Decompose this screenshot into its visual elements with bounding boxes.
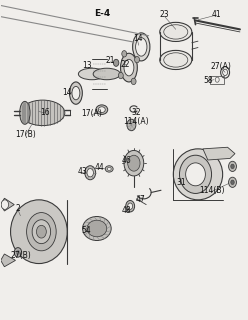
Circle shape <box>16 250 20 255</box>
Circle shape <box>85 166 96 180</box>
Text: 46: 46 <box>122 156 131 165</box>
Text: 58: 58 <box>203 76 213 85</box>
Ellipse shape <box>124 59 134 76</box>
Text: 16: 16 <box>40 108 50 117</box>
Text: 17(A): 17(A) <box>82 109 102 118</box>
Ellipse shape <box>105 166 113 172</box>
Ellipse shape <box>11 200 67 264</box>
Ellipse shape <box>107 167 111 171</box>
Text: 23: 23 <box>160 10 169 19</box>
Ellipse shape <box>69 82 82 104</box>
Text: 41: 41 <box>212 10 221 19</box>
Circle shape <box>135 56 140 63</box>
Ellipse shape <box>27 212 56 251</box>
Bar <box>210 76 224 84</box>
Text: 47: 47 <box>135 195 145 204</box>
Circle shape <box>231 180 234 185</box>
Polygon shape <box>1 198 14 211</box>
Circle shape <box>113 59 119 66</box>
Polygon shape <box>1 254 15 267</box>
Ellipse shape <box>36 225 46 238</box>
Text: 48: 48 <box>122 206 131 215</box>
Circle shape <box>1 200 9 209</box>
Circle shape <box>126 200 135 212</box>
Text: 31: 31 <box>176 179 186 188</box>
Text: 27(B): 27(B) <box>11 251 31 260</box>
Ellipse shape <box>160 50 192 69</box>
Circle shape <box>128 203 133 209</box>
Text: 32: 32 <box>131 108 141 117</box>
Ellipse shape <box>186 163 205 186</box>
Text: 54: 54 <box>81 226 91 235</box>
Ellipse shape <box>96 105 108 115</box>
Text: 43: 43 <box>77 167 87 176</box>
Ellipse shape <box>121 53 137 82</box>
Ellipse shape <box>93 68 120 80</box>
Circle shape <box>229 177 236 188</box>
Text: 114(B): 114(B) <box>199 186 224 195</box>
Ellipse shape <box>133 33 150 61</box>
Text: 13: 13 <box>82 60 92 69</box>
Text: 44: 44 <box>94 163 104 172</box>
Circle shape <box>229 161 236 172</box>
Circle shape <box>122 51 127 57</box>
Text: 114(A): 114(A) <box>123 117 149 126</box>
Ellipse shape <box>83 217 111 241</box>
Circle shape <box>87 169 93 177</box>
Ellipse shape <box>87 220 107 237</box>
Circle shape <box>131 78 136 84</box>
Text: 17(B): 17(B) <box>15 130 36 139</box>
Text: 21: 21 <box>106 56 115 65</box>
Polygon shape <box>203 147 235 160</box>
Ellipse shape <box>173 149 223 200</box>
Circle shape <box>231 164 234 169</box>
Ellipse shape <box>72 86 80 100</box>
Text: 14: 14 <box>133 35 142 44</box>
Circle shape <box>118 72 123 79</box>
Ellipse shape <box>78 68 105 80</box>
Text: 22: 22 <box>121 60 130 69</box>
Circle shape <box>124 150 144 176</box>
Text: 14: 14 <box>62 88 72 97</box>
Circle shape <box>14 248 22 257</box>
Ellipse shape <box>160 22 192 42</box>
Text: 2: 2 <box>16 204 20 213</box>
Ellipse shape <box>20 101 30 124</box>
Ellipse shape <box>98 107 105 113</box>
Circle shape <box>128 155 140 171</box>
Text: E-4: E-4 <box>94 9 111 18</box>
Ellipse shape <box>136 38 147 56</box>
Ellipse shape <box>20 100 65 125</box>
Ellipse shape <box>180 155 212 194</box>
Circle shape <box>127 119 136 131</box>
Ellipse shape <box>32 220 51 244</box>
Text: 27(A): 27(A) <box>211 62 232 71</box>
